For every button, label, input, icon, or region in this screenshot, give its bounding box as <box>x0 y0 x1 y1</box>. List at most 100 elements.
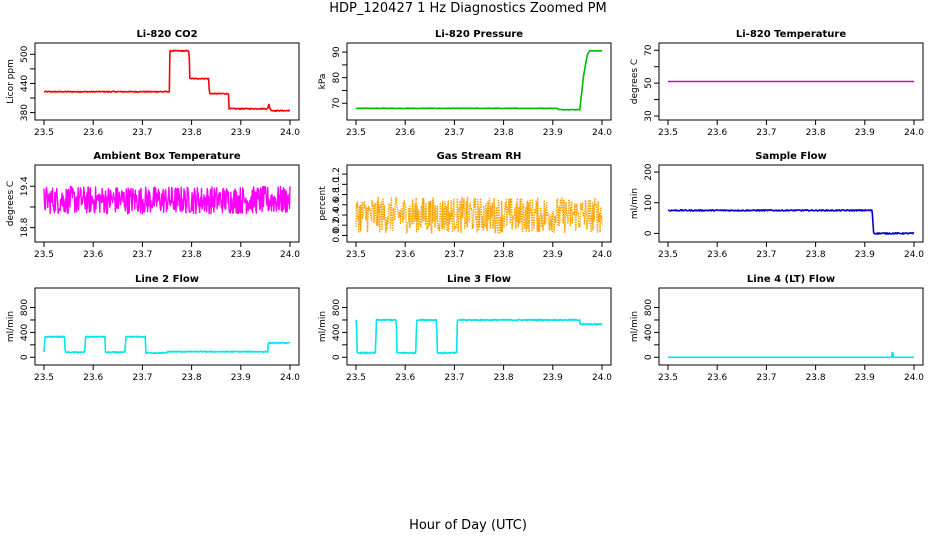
chart-panel: Line 4 (LT) Flow 23.5 23.6 23.7 23.8 23.9 24.0… <box>630 274 924 383</box>
y-tick-label: 50 <box>644 77 654 89</box>
plot-frame <box>346 164 612 243</box>
y-axis-label: ml/min <box>318 311 328 342</box>
figure-x-axis-label: Hour of Day (UTC) <box>409 518 527 533</box>
chart-panel: Ambient Box Temperature 23.5 23.6 23.7 23.8 2… <box>6 151 300 260</box>
y-tick-label: 440 <box>20 75 30 92</box>
x-tick-label: 23.5 <box>346 128 366 138</box>
chart-panel: Sample Flow 23.5 23.6 23.7 23.8 23.9 24.0 0 100 2… <box>630 151 924 260</box>
plot-frame <box>346 42 612 121</box>
y-axis-label: ml/min <box>6 311 16 342</box>
x-tick-label: 23.6 <box>83 128 103 138</box>
y-tick-label: 800 <box>332 299 342 316</box>
chart-title: Li-820 CO2 <box>136 29 197 40</box>
y-tick-label: 30 <box>644 110 654 122</box>
x-tick-label: 23.8 <box>182 373 202 383</box>
y-tick-label: 19.4 <box>20 176 30 196</box>
chart-title: Ambient Box Temperature <box>93 151 240 162</box>
x-tick-label: 23.5 <box>658 373 678 383</box>
y-tick-label: 0 <box>332 354 342 360</box>
y-tick-label: 500 <box>20 45 30 62</box>
y-tick-label: 100 <box>644 194 654 211</box>
x-tick-label: 23.9 <box>855 250 875 260</box>
chart-panel: Li-820 CO2 23.5 23.6 23.7 23.8 23.9 24.0 380 440… <box>6 29 300 138</box>
y-tick-label: 0 <box>20 354 30 360</box>
x-tick-label: 24.0 <box>592 128 612 138</box>
x-tick-label: 24.0 <box>904 250 924 260</box>
y-tick-label: 800 <box>20 299 30 316</box>
plot-frame <box>658 42 924 121</box>
x-tick-label: 23.6 <box>707 373 727 383</box>
x-tick-label: 23.7 <box>756 128 776 138</box>
x-tick-label: 24.0 <box>592 250 612 260</box>
x-tick-label: 23.9 <box>543 128 563 138</box>
chart-panel: Li-820 Temperature 23.5 23.6 23.7 23.8 23.9 24… <box>630 29 924 138</box>
x-tick-label: 24.0 <box>592 373 612 383</box>
x-tick-label: 23.5 <box>658 250 678 260</box>
x-tick-label: 23.7 <box>756 373 776 383</box>
series-line <box>355 318 603 355</box>
x-tick-label: 24.0 <box>280 250 300 260</box>
x-tick-label: 23.6 <box>707 250 727 260</box>
x-tick-label: 23.9 <box>231 128 251 138</box>
y-axis-label: ml/min <box>630 311 640 342</box>
x-tick-label: 23.5 <box>34 373 54 383</box>
plot-frame <box>34 287 300 366</box>
y-axis-label: Licor ppm <box>6 59 16 104</box>
y-tick-label: 70 <box>332 97 342 109</box>
x-tick-label: 23.8 <box>806 373 826 383</box>
x-tick-label: 23.8 <box>494 373 514 383</box>
x-tick-label: 24.0 <box>904 373 924 383</box>
series-line <box>667 209 915 235</box>
series-line <box>43 335 291 355</box>
x-tick-label: 23.8 <box>182 128 202 138</box>
y-tick-label: 380 <box>20 104 30 121</box>
x-tick-label: 23.7 <box>132 373 152 383</box>
chart-title: Line 3 Flow <box>447 274 511 285</box>
y-tick-label: 0.8 <box>332 187 342 202</box>
chart-panel: Line 2 Flow 23.5 23.6 23.7 23.8 23.9 24.0 0 400 8… <box>6 274 300 383</box>
y-tick-label: 0.6 <box>332 197 342 212</box>
y-tick-label: 1.0 <box>332 177 342 192</box>
y-tick-label: 80 <box>332 72 342 84</box>
y-axis-label: degrees C <box>6 181 16 226</box>
x-tick-label: 23.8 <box>182 250 202 260</box>
x-tick-label: 24.0 <box>280 128 300 138</box>
chart-title: Line 2 Flow <box>135 274 199 285</box>
y-tick-label: 0 <box>644 230 654 236</box>
figure-title: HDP_120427 1 Hz Diagnostics Zoomed PM <box>329 1 607 16</box>
chart-panel: Li-820 Pressure 23.5 23.6 23.7 23.8 23.9 24.0 7… <box>318 29 612 138</box>
y-tick-label: 800 <box>644 299 654 316</box>
plot-frame <box>34 164 300 243</box>
plot-frame <box>658 164 924 243</box>
x-tick-label: 23.9 <box>231 250 251 260</box>
x-tick-label: 24.0 <box>904 128 924 138</box>
x-tick-label: 23.8 <box>494 250 514 260</box>
x-tick-label: 23.7 <box>132 250 152 260</box>
y-tick-label: 70 <box>644 44 654 56</box>
y-axis-label: ml/min <box>630 188 640 219</box>
chart-title: Line 4 (LT) Flow <box>747 274 835 285</box>
series-line <box>43 185 291 215</box>
y-tick-label: 400 <box>20 324 30 341</box>
x-tick-label: 23.5 <box>658 128 678 138</box>
series-line <box>667 351 915 359</box>
x-tick-label: 23.6 <box>83 250 103 260</box>
y-tick-label: 400 <box>644 324 654 341</box>
x-tick-label: 23.6 <box>395 250 415 260</box>
y-tick-label: 1.2 <box>332 167 342 181</box>
series-line <box>43 49 291 112</box>
x-tick-label: 23.5 <box>346 250 366 260</box>
x-tick-label: 23.9 <box>543 373 563 383</box>
chart-title: Gas Stream RH <box>437 151 522 162</box>
x-tick-label: 23.9 <box>855 128 875 138</box>
y-axis-label: kPa <box>318 74 328 90</box>
x-tick-label: 23.5 <box>346 373 366 383</box>
x-tick-label: 23.7 <box>444 250 464 260</box>
y-tick-label: 0.4 <box>332 208 342 223</box>
x-tick-label: 23.9 <box>231 373 251 383</box>
y-tick-label: 0.0 <box>332 228 342 243</box>
y-tick-label: 200 <box>644 163 654 180</box>
x-tick-label: 23.6 <box>395 373 415 383</box>
chart-title: Li-820 Pressure <box>435 29 523 40</box>
